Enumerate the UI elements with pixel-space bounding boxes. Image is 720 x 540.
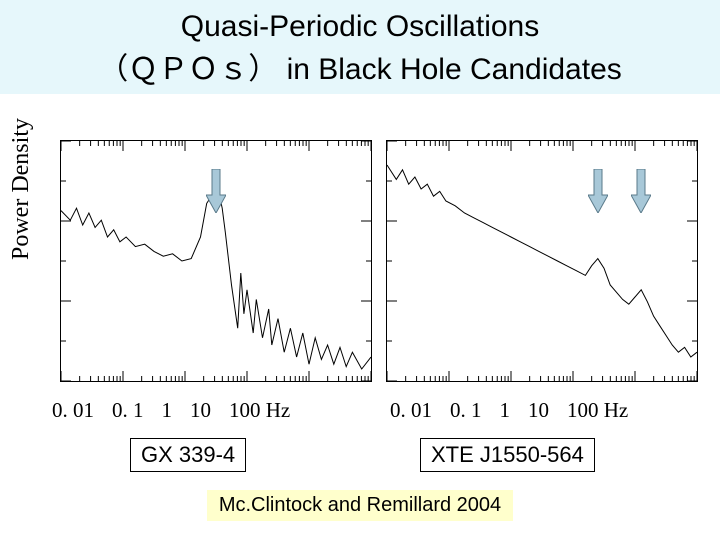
qpo-arrow-icon bbox=[631, 169, 651, 213]
x-ticks-left: 0. 010. 1110100 Hz bbox=[52, 398, 290, 423]
x-ticks-right: 0. 010. 1110100 Hz bbox=[390, 398, 628, 423]
source-label-left: GX 339-4 bbox=[130, 438, 246, 472]
reference-label: Mc.Clintock and Remillard 2004 bbox=[207, 490, 513, 521]
qpo-arrow-icon bbox=[588, 169, 608, 213]
title-banner: Quasi-Periodic Oscillations （ＱＰＯｓ） in Bl… bbox=[0, 0, 720, 94]
title-line2: （ＱＰＯｓ） in Black Hole Candidates bbox=[0, 44, 720, 88]
y-axis-label: Power Density bbox=[8, 118, 35, 260]
source-label-right: XTE J1550-564 bbox=[420, 438, 595, 472]
plot-row bbox=[60, 140, 698, 382]
title-line1: Quasi-Periodic Oscillations bbox=[0, 10, 720, 44]
reference-row: Mc.Clintock and Remillard 2004 bbox=[0, 490, 720, 521]
pds-panel-left bbox=[60, 140, 372, 382]
pds-panel-right bbox=[386, 140, 698, 382]
qpo-arrow-icon bbox=[206, 169, 226, 213]
